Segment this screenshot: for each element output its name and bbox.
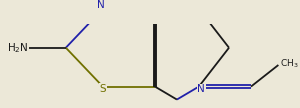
- Text: N: N: [197, 84, 205, 94]
- Text: N: N: [98, 0, 105, 10]
- Text: CH$_3$: CH$_3$: [280, 58, 299, 70]
- Text: H$_2$N: H$_2$N: [7, 41, 28, 55]
- Text: S: S: [100, 84, 106, 94]
